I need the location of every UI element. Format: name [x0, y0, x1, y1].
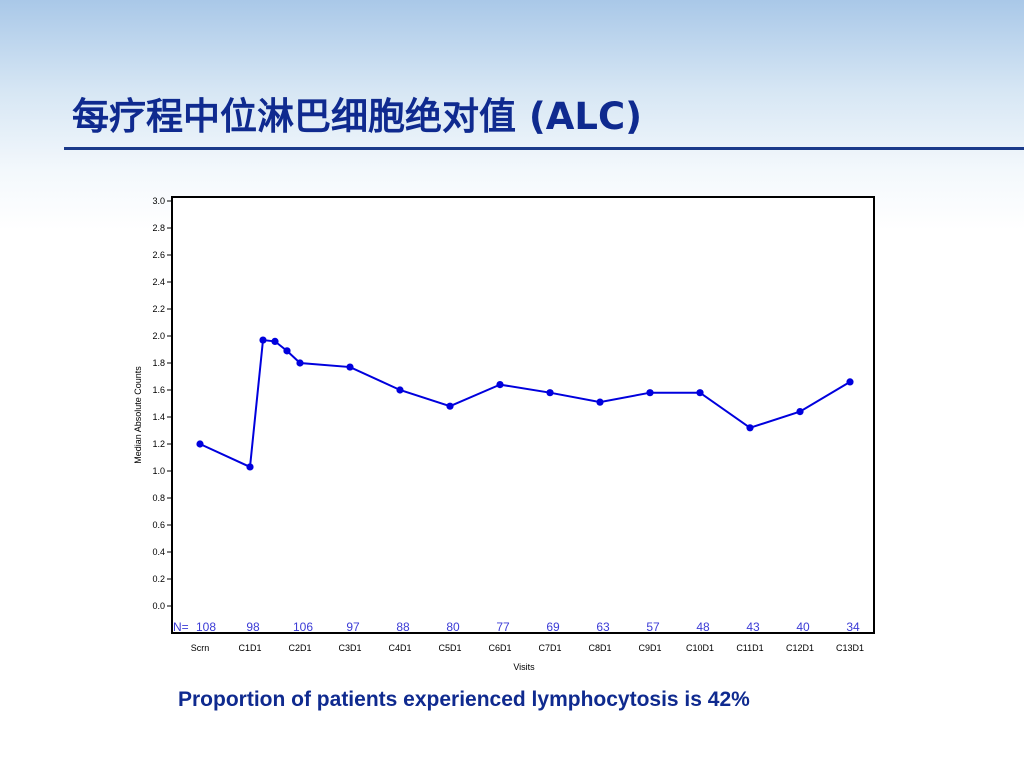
- data-point: [796, 408, 804, 416]
- y-tick-label: 1.4: [152, 412, 165, 422]
- n-count-label: 40: [796, 620, 810, 634]
- x-axis-label: Visits: [513, 662, 535, 672]
- x-tick-label: C13D1: [836, 643, 864, 653]
- y-tick-label: 2.8: [152, 223, 165, 233]
- data-point: [546, 389, 554, 397]
- x-tick-label: C12D1: [786, 643, 814, 653]
- n-count-label: 77: [496, 620, 510, 634]
- x-tick-label: C9D1: [638, 643, 661, 653]
- x-tick-label: C10D1: [686, 643, 714, 653]
- n-count-label: 69: [546, 620, 560, 634]
- y-axis-label: Median Absolute Counts: [133, 366, 143, 464]
- series-layer: [196, 336, 854, 471]
- x-tick-label: C2D1: [288, 643, 311, 653]
- data-point: [296, 359, 304, 367]
- y-tick-label: 0.8: [152, 493, 165, 503]
- n-count-label: 108: [196, 620, 216, 634]
- y-tick-label: 0.0: [152, 601, 165, 611]
- y-tick-label: 3.0: [152, 196, 165, 206]
- n-counts-row: N= 108 98 106 97 88 80 77 69 63 57 48 43 40 34: [173, 620, 860, 634]
- data-point: [746, 424, 754, 432]
- y-axis: 0.0 0.2 0.4 0.6 0.8 1.0 1.2 1.4 1.6 1.8 2.0 2.2 2.4 2…: [152, 196, 172, 611]
- x-tick-label: C6D1: [488, 643, 511, 653]
- y-tick-label: 2.0: [152, 331, 165, 341]
- y-tick-label: 2.2: [152, 304, 165, 314]
- title-divider: [64, 147, 1024, 150]
- y-tick-label: 2.6: [152, 250, 165, 260]
- n-count-label: 106: [293, 620, 313, 634]
- x-tick-label: Scrn: [191, 643, 210, 653]
- data-point: [496, 381, 504, 389]
- data-point: [196, 440, 204, 448]
- data-point: [646, 389, 654, 397]
- n-count-label: 80: [446, 620, 460, 634]
- x-tick-label: C7D1: [538, 643, 561, 653]
- y-tick-label: 1.8: [152, 358, 165, 368]
- data-point: [446, 402, 454, 410]
- n-count-label: 43: [746, 620, 760, 634]
- x-tick-label: C4D1: [388, 643, 411, 653]
- x-tick-label: C11D1: [736, 643, 763, 653]
- n-count-label: 57: [646, 620, 660, 634]
- y-tick-label: 1.2: [152, 439, 165, 449]
- data-point: [396, 386, 404, 394]
- data-point: [346, 363, 354, 371]
- data-point: [846, 378, 854, 386]
- x-tick-label: C8D1: [588, 643, 611, 653]
- y-tick-label: 0.4: [152, 547, 165, 557]
- x-tick-label: C5D1: [438, 643, 461, 653]
- x-axis: Scrn C1D1 C2D1 C3D1 C4D1 C5D1 C6D1 C7D1 C8D1 C9D1…: [191, 643, 864, 653]
- y-tick-label: 0.2: [152, 574, 165, 584]
- y-tick-label: 0.6: [152, 520, 165, 530]
- data-point: [283, 347, 291, 355]
- n-count-label: 98: [246, 620, 260, 634]
- data-point: [596, 398, 604, 406]
- data-point: [696, 389, 704, 397]
- n-count-label: 63: [596, 620, 610, 634]
- n-count-label: 34: [846, 620, 860, 634]
- n-prefix-label: N=: [173, 620, 189, 634]
- y-tick-label: 2.4: [152, 277, 165, 287]
- x-tick-label: C1D1: [238, 643, 261, 653]
- lymphocytosis-caption: Proportion of patients experienced lymph…: [178, 688, 750, 711]
- y-tick-label: 1.0: [152, 466, 165, 476]
- data-point: [259, 336, 267, 344]
- n-count-label: 97: [346, 620, 360, 634]
- data-point: [246, 463, 254, 471]
- n-count-label: 48: [696, 620, 710, 634]
- plot-frame: [171, 196, 875, 634]
- x-tick-label: C3D1: [338, 643, 361, 653]
- y-tick-label: 1.6: [152, 385, 165, 395]
- n-count-label: 88: [396, 620, 410, 634]
- data-point: [271, 337, 279, 345]
- slide-title: 每疗程中位淋巴细胞绝对值 (ALC): [72, 95, 643, 138]
